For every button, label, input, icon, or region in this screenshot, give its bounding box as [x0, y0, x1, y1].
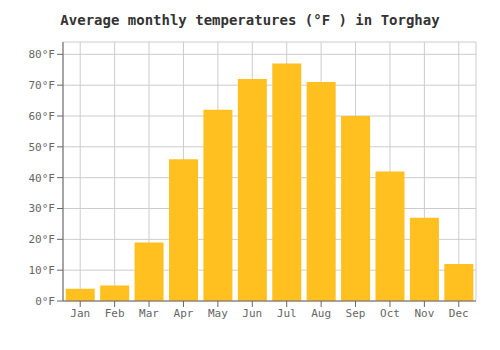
svg-text:May: May	[208, 307, 228, 320]
svg-text:Aug: Aug	[311, 307, 331, 320]
svg-text:50°F: 50°F	[29, 141, 56, 154]
svg-text:Dec: Dec	[449, 307, 469, 320]
svg-text:10°F: 10°F	[29, 264, 56, 277]
svg-text:Apr: Apr	[174, 307, 194, 320]
svg-text:40°F: 40°F	[29, 172, 56, 185]
svg-text:Nov: Nov	[414, 307, 434, 320]
svg-text:20°F: 20°F	[29, 233, 56, 246]
svg-text:Sep: Sep	[346, 307, 366, 320]
svg-text:0°F: 0°F	[35, 295, 55, 308]
html-text:Average monthly temperatures (: Average monthly temperatures (°F ) in To…	[60, 12, 440, 28]
svg-text:Oct: Oct	[380, 307, 400, 320]
svg-text:80°F: 80°F	[29, 48, 56, 61]
svg-text:30°F: 30°F	[29, 202, 56, 215]
svg-text:Feb: Feb	[105, 307, 125, 320]
svg-text:60°F: 60°F	[29, 110, 56, 123]
svg-text:Jan: Jan	[70, 307, 90, 320]
svg-text:70°F: 70°F	[29, 79, 56, 92]
svg-text:Mar: Mar	[139, 307, 159, 320]
svg-text:Jul: Jul	[277, 307, 297, 320]
svg-text:Jun: Jun	[242, 307, 262, 320]
